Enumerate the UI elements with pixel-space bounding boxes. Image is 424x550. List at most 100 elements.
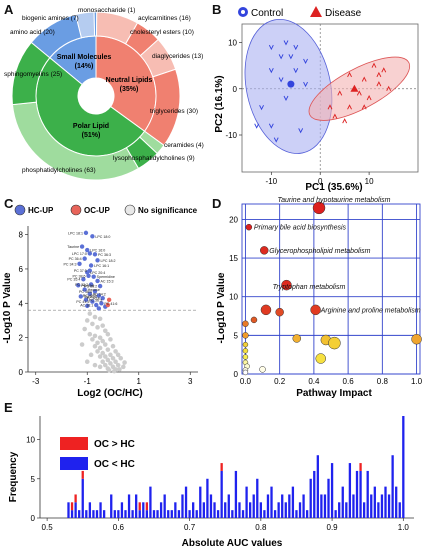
control-point [273,137,279,143]
bar-oc-lt-hc [252,494,255,518]
no-sig-point [84,318,90,323]
bar-oc-lt-hc [245,486,248,518]
metabolite-label: PC 35:4 [67,278,80,282]
histogram-y-tick-label: 0 [31,514,36,523]
bar-oc-lt-hc [231,510,234,518]
pathway-point [260,246,269,255]
no-sig-point [92,343,98,349]
no-sig-point [110,355,116,361]
bar-oc-lt-hc [195,510,198,518]
metabolite-label: PC 32:2 [75,283,88,287]
hc-up-point [99,301,104,306]
bar-oc-lt-hc [213,502,216,518]
bar-oc-lt-hc [366,470,369,518]
no-sig-point [100,323,105,328]
hc-up-point [88,263,94,268]
metabolite-label: LPC 18:2 [101,259,116,263]
hc-up-point [79,244,85,249]
no-sig-point [100,359,105,364]
hc-up-point [85,270,90,275]
bar-oc-lt-hc [192,502,195,518]
bar-oc-lt-hc [391,455,394,518]
bar-oc-gt-hc [81,470,84,479]
bar-oc-lt-hc [309,478,312,518]
pathway-annotation: Primary bile acid biosynthesis [254,225,347,232]
bar-oc-lt-hc [288,494,291,518]
histogram-x-tick-label: 1.0 [398,523,410,532]
bar-oc-lt-hc [81,478,84,518]
metabolite-label: PC 34:2 [93,292,106,296]
inner-label-small-molecules: Small Molecules [57,54,112,61]
bar-oc-lt-hc [174,502,177,518]
volcano-y-tick-label: 2 [19,334,24,343]
hc-up-point [95,278,100,284]
no-sig-point [97,354,103,359]
bar-oc-lt-hc [152,510,156,518]
pca-y-label: PC2 (16.1%) [214,75,225,132]
bar-oc-lt-hc [402,416,405,518]
no-sig-point [79,342,85,347]
pathway-point [310,304,321,316]
bar-oc-lt-hc [355,470,359,518]
control-point [303,58,308,65]
outer-label-ceramides: ceramides (4) [164,142,204,149]
pca-x-tick-label: 0 [318,177,323,186]
inner-label-neutral-lipids: Neutral Lipids [106,77,153,84]
bar-oc-lt-hc [362,502,366,518]
legend-oc-lt-hc-icon [60,457,88,470]
control-point [303,81,308,88]
pca-plot-frame [241,23,419,173]
inner-label-polar-lipid: Polar Lipid [73,123,109,130]
no-sig-point [117,367,122,372]
sunburst-slices [11,11,181,181]
pathway-point [312,201,326,215]
outer-label-phosphatidylcholines: phosphatidylcholines (63) [22,167,96,174]
bar-oc-lt-hc [156,510,159,518]
bar-oc-lt-hc [177,510,181,518]
metabolite-label: AC 16:1 [80,304,93,308]
oc-up-point [106,297,112,303]
disease-point [347,104,352,110]
pathway-x-tick-label: 0.6 [343,377,355,386]
bar-oc-lt-hc [241,510,245,518]
control-point [298,128,304,134]
control-point [293,68,299,74]
metabolite-label: SM 22:1 [84,295,97,299]
pathway-y-label: -Log10 P Value [216,272,227,343]
bar-oc-lt-hc [380,494,384,518]
histogram-x-tick-label: 0.7 [184,523,196,532]
panel-label-a: A [4,2,14,17]
outer-label-diaglycerides: diaglycerides (13) [152,53,203,60]
no-sig-point [118,355,124,361]
bar-oc-gt-hc [145,502,149,511]
no-sig-point [102,354,108,359]
hc-up-point [87,291,93,297]
volcano-x-tick-label: -1 [84,377,92,386]
no-sig-point [105,331,111,337]
pathway-y-tick-label: 15 [229,254,238,263]
no-sig-point [102,328,108,334]
no-sig-point [90,337,95,342]
disease-point [371,62,377,68]
bar-oc-lt-hc [110,494,113,518]
pathway-annotation: Glycerophospholipid metabolism [269,248,370,255]
pathway-point [411,333,422,345]
bar-oc-lt-hc [95,510,99,518]
bar-oc-lt-hc [256,478,259,518]
bar-oc-lt-hc [78,510,81,518]
bar-oc-gt-hc [74,494,77,503]
metabolite-label: LPC 18:1 [68,231,83,235]
volcano-x-tick-label: -3 [32,377,40,386]
panel-label-e: E [4,400,13,415]
no-sig-point [122,360,127,365]
bar-oc-lt-hc [142,502,145,518]
bar-oc-lt-hc [206,478,209,518]
bar-oc-lt-hc [345,502,348,518]
metabolite-label: PC 37:5 [74,269,87,273]
no-sig-point [115,362,121,368]
hc-up-point [91,274,96,279]
outer-label-triglycerides: triglycerides (30) [150,108,198,115]
metabolite-label: PC 40:5 [83,294,96,298]
volcano-x-tick-label: 3 [188,377,193,386]
control-point [283,40,289,46]
